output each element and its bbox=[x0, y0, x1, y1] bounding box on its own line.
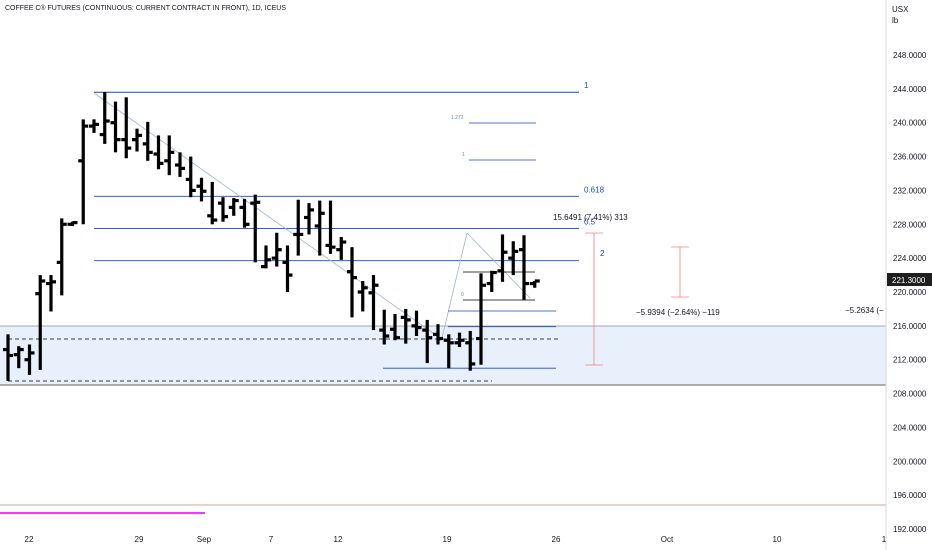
ohlc-bar bbox=[379, 309, 390, 345]
fib-level-label: 0.5 bbox=[584, 218, 596, 227]
fib-level-label: 0.618 bbox=[584, 185, 605, 194]
ohlc-bar bbox=[368, 275, 379, 331]
ohlc-bar bbox=[443, 334, 454, 369]
ohlc-bar bbox=[185, 156, 196, 198]
ohlc-bar bbox=[357, 280, 368, 312]
ohlc-bar bbox=[486, 270, 497, 292]
y-tick-label: 228.0000 bbox=[893, 220, 927, 229]
ohlc-bar bbox=[142, 121, 153, 161]
trend-line-3 bbox=[466, 232, 531, 299]
ohlc-bar bbox=[519, 235, 529, 300]
ohlc-bar bbox=[529, 279, 540, 288]
y-tick-label: 240.0000 bbox=[893, 119, 927, 128]
y-tick-label: 208.0000 bbox=[893, 390, 927, 399]
y-tick-label: 236.0000 bbox=[893, 153, 927, 162]
unit-label: lb bbox=[892, 16, 899, 25]
chart-title: COFFEE C® FUTURES (CONTINUOUS: CURRENT C… bbox=[5, 5, 287, 12]
annotation-move-down: −5.9394 (−2.64%) −119 bbox=[636, 308, 720, 317]
ohlc-bar bbox=[110, 101, 121, 153]
ohlc-bar bbox=[3, 334, 13, 381]
support-zone bbox=[0, 326, 886, 385]
ohlc-bar bbox=[13, 346, 24, 369]
ohlc-bar bbox=[508, 241, 519, 276]
y-tick-label: 220.0000 bbox=[893, 288, 927, 297]
ohlc-bar bbox=[314, 200, 325, 256]
ohlc-bar bbox=[196, 177, 207, 202]
fib-ext-1272-label: 1.272 bbox=[451, 115, 464, 121]
y-tick-label: 216.0000 bbox=[893, 322, 927, 331]
ohlc-bar bbox=[325, 200, 336, 254]
ohlc-bar bbox=[476, 273, 486, 365]
ohlc-bar bbox=[67, 220, 78, 226]
x-tick-label: 10 bbox=[773, 535, 782, 544]
ohlc-bar bbox=[153, 135, 164, 170]
y-tick-label: 204.0000 bbox=[893, 423, 927, 432]
x-tick-label: 12 bbox=[334, 535, 343, 544]
ohlc-bar bbox=[175, 152, 185, 177]
x-tick-label: 29 bbox=[135, 535, 144, 544]
x-tick-label: 22 bbox=[25, 535, 34, 544]
y-tick-label: 212.0000 bbox=[893, 356, 927, 365]
ohlc-bar bbox=[78, 119, 89, 225]
x-tick-label: 19 bbox=[443, 535, 452, 544]
ohlc-bar bbox=[24, 344, 35, 375]
annotation-right-move: −5.2634 (− bbox=[845, 306, 884, 315]
annotation-move-up: 15.6491 (7.41%) 313 bbox=[553, 213, 628, 222]
annotation-count-label: 2 bbox=[600, 249, 605, 258]
y-tick-label: 192.0000 bbox=[893, 525, 927, 534]
ohlc-bar bbox=[35, 275, 46, 370]
x-tick-label: 1 bbox=[882, 535, 887, 544]
ohlc-bar bbox=[400, 308, 411, 344]
ohlc-bar bbox=[465, 330, 476, 371]
ohlc-bar bbox=[121, 97, 132, 159]
trend-line bbox=[93, 92, 441, 339]
ohlc-bar bbox=[454, 332, 465, 348]
fib-ext-1-label: 1 bbox=[462, 152, 465, 158]
ohlc-bar bbox=[433, 324, 443, 345]
ohlc-bar bbox=[46, 275, 56, 312]
ohlc-bar bbox=[56, 218, 67, 296]
ohlc-bar bbox=[228, 198, 239, 216]
ohlc-bar bbox=[239, 198, 250, 228]
ohlc-bar bbox=[390, 314, 400, 341]
ohlc-bar bbox=[164, 135, 175, 176]
ohlc-bar bbox=[89, 119, 99, 133]
ohlc-bar bbox=[132, 128, 142, 152]
x-tick-label: Sep bbox=[197, 535, 212, 544]
y-tick-label: 224.0000 bbox=[893, 254, 927, 263]
ohlc-bar bbox=[261, 245, 271, 269]
trend-line-2 bbox=[441, 232, 468, 339]
y-tick-label: 232.0000 bbox=[893, 186, 927, 195]
ohlc-bar bbox=[497, 234, 508, 282]
y-tick-label: 200.0000 bbox=[893, 457, 927, 466]
ohlc-bar bbox=[411, 310, 422, 337]
x-tick-label: 26 bbox=[552, 535, 561, 544]
annotation-zero-label: 0 bbox=[461, 292, 464, 298]
ohlc-bar bbox=[347, 247, 357, 318]
ohlc-bar bbox=[293, 199, 304, 256]
ohlc-bar bbox=[336, 236, 347, 260]
x-tick-label: 7 bbox=[269, 535, 274, 544]
currency-label: USX bbox=[892, 5, 909, 14]
ohlc-bar bbox=[271, 232, 282, 267]
ohlc-bar bbox=[304, 203, 314, 235]
ohlc-bar bbox=[422, 319, 433, 364]
y-tick-label: 248.0000 bbox=[893, 51, 927, 60]
x-tick-label: Oct bbox=[661, 535, 674, 544]
fib-level-label: 1 bbox=[584, 81, 589, 90]
y-tick-label: 244.0000 bbox=[893, 85, 927, 94]
y-tick-label: 196.0000 bbox=[893, 491, 927, 500]
last-price-label: 221.3000 bbox=[892, 276, 926, 285]
ohlc-bar bbox=[99, 92, 110, 144]
ohlc-bar bbox=[282, 245, 293, 292]
ohlc-bar bbox=[207, 181, 218, 225]
ohlc-bar bbox=[218, 197, 228, 222]
ohlc-bar bbox=[250, 194, 261, 263]
last-price-badge bbox=[887, 273, 932, 286]
